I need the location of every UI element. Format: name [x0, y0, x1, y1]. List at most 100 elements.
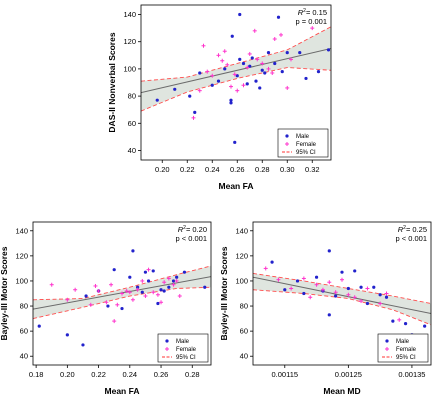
female-point [205, 69, 210, 74]
male-point [198, 71, 202, 75]
female-point [229, 84, 233, 89]
x-tick-label: 0.20 [60, 370, 75, 379]
female-point [310, 26, 315, 31]
male-point [365, 301, 370, 306]
x-tick-label: 0.24 [123, 370, 138, 379]
x-tick-label: 0.22 [180, 165, 195, 174]
male-point [188, 94, 192, 98]
female-point [346, 292, 351, 297]
male-point [326, 48, 331, 52]
panel-c: 0.00115 0.00125 0.00135 40 60 80 100 120 140 Mean… [219, 221, 432, 396]
female-point [166, 276, 171, 281]
x-tick-label: 0.00115 [272, 370, 299, 379]
male-point [391, 319, 395, 323]
male-point [136, 285, 140, 289]
female-point [272, 36, 277, 41]
female-point [365, 286, 370, 291]
panel-a: 0.20 0.22 0.24 0.26 0.28 0.30 0.32 40 60 80 100 120… [107, 4, 332, 191]
r-squared-value: = 0.15 [306, 8, 327, 17]
male-point [182, 270, 187, 274]
ci-lower-line [33, 286, 211, 320]
female-point [93, 283, 98, 288]
male-point [112, 268, 116, 272]
male-point [167, 285, 171, 289]
y-axis-title: Bayley-III Motor Scores [219, 246, 229, 340]
y-tick-label: 140 [15, 226, 28, 235]
female-point [151, 290, 156, 295]
female-point [162, 280, 167, 285]
male-point [120, 306, 124, 311]
female-point [159, 300, 164, 305]
legend: Male Female 95% CI [277, 128, 329, 158]
ci-upper-line [33, 265, 211, 301]
female-point [384, 291, 389, 296]
legend-label: Male [396, 339, 410, 345]
y-tick-label: 80 [128, 92, 136, 101]
legend-box [377, 333, 429, 363]
male-point [270, 260, 274, 264]
female-point [201, 43, 206, 48]
panel-b: 0.18 0.20 0.22 0.24 0.26 0.28 40 60 80 100 120 140 M… [0, 221, 212, 396]
female-point [143, 294, 148, 299]
y-tick-label: 60 [20, 327, 28, 336]
legend-female-marker [165, 347, 169, 351]
plot-area [253, 249, 431, 348]
y-tick-label: 40 [20, 352, 28, 361]
male-point [378, 293, 382, 297]
x-tick-label: 0.22 [91, 370, 106, 379]
male-point [106, 304, 110, 308]
female-point [252, 28, 257, 33]
legend-label: Female [396, 347, 417, 353]
male-point [156, 301, 160, 306]
y-axis-title: DAS-II Nonverbal Scores [107, 32, 117, 132]
legend-female-marker [285, 142, 289, 146]
y-tick-label: 60 [240, 327, 248, 336]
male-point [327, 313, 331, 317]
female-point [140, 278, 145, 283]
legend-box [157, 333, 209, 363]
male-point [302, 291, 306, 296]
male-point [283, 288, 287, 292]
male-point [340, 270, 344, 274]
male-point [327, 249, 331, 253]
y-tick-label: 100 [15, 276, 28, 285]
p-value-label: p = 0.001 [296, 17, 328, 26]
female-point [397, 317, 402, 322]
legend-label: Male [296, 134, 310, 140]
x-tick-label: 0.30 [280, 165, 295, 174]
female-point [155, 292, 160, 297]
male-point [216, 79, 221, 83]
female-point [340, 277, 344, 282]
male-point [159, 288, 163, 292]
female-point [320, 287, 325, 292]
male-point [155, 98, 159, 102]
male-point [238, 12, 242, 17]
male-point [304, 76, 308, 81]
male-point [37, 324, 41, 328]
female-point [270, 70, 275, 75]
plot-frame [252, 221, 432, 366]
r-squared-exponent: 2 [403, 225, 406, 231]
male-point [140, 290, 144, 294]
female-point [174, 278, 179, 283]
female-point [220, 58, 225, 63]
plot-area [33, 249, 211, 347]
female-point [235, 88, 240, 93]
legend-male-marker [285, 134, 289, 138]
female-point [109, 282, 114, 287]
female-point [289, 57, 293, 62]
r-squared-exponent: 2 [303, 8, 306, 14]
female-point [285, 85, 290, 90]
plot-frame [140, 4, 332, 161]
x-tick-label: 0.26 [154, 370, 169, 379]
male-point [131, 249, 135, 253]
female-point [197, 88, 202, 93]
male-point [263, 71, 267, 75]
male-point [273, 61, 277, 66]
male-point [295, 279, 300, 283]
female-point [314, 282, 319, 287]
female-point [263, 266, 268, 271]
male-point [151, 269, 155, 273]
y-tick-label: 100 [235, 276, 248, 285]
female-point [104, 300, 109, 305]
